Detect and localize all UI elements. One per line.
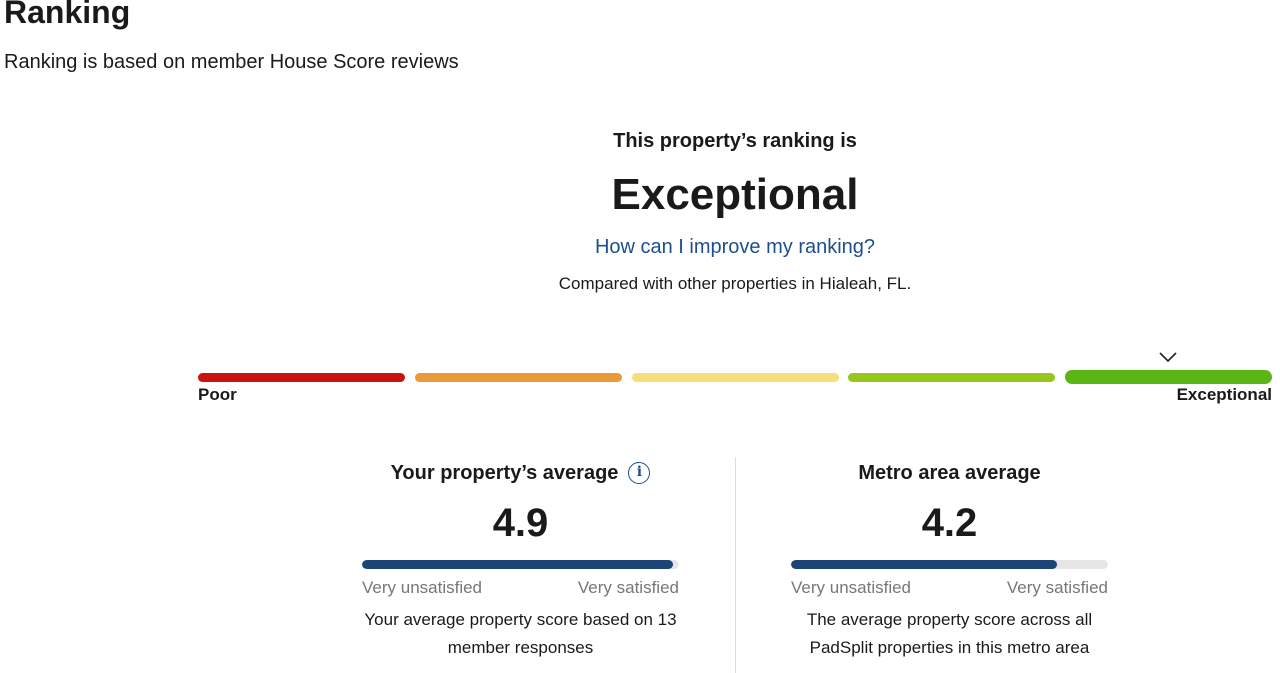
property-average-title: Your property’s average (390, 462, 619, 484)
property-score-bar (362, 560, 679, 569)
scale-max-label: Exceptional (1176, 385, 1272, 404)
scale-min-label: Poor (198, 385, 237, 404)
metro-average-value: 4.2 (921, 501, 978, 545)
high-label: Very satisfied (577, 578, 679, 597)
scale-segment-2 (415, 373, 622, 382)
scale-segment-exceptional (1065, 370, 1272, 384)
info-icon[interactable]: i (628, 462, 651, 484)
ranking-heading: This property’s ranking is (613, 130, 857, 152)
metro-score-fill (791, 560, 1058, 569)
comparison-note: Compared with other properties in Hialea… (558, 274, 912, 293)
scale-segment-poor (198, 373, 405, 382)
high-label: Very satisfied (1006, 578, 1108, 597)
low-label: Very unsatisfied (362, 578, 483, 597)
page-subtitle: Ranking is based on member House Score r… (4, 51, 459, 73)
property-score-fill (362, 560, 673, 569)
metro-average-title: Metro area average (858, 462, 1041, 484)
property-average-card: Your property’s average i 4.9 Very unsati… (362, 0, 679, 662)
scale-segment-4 (848, 373, 1055, 382)
metro-score-bar (791, 560, 1108, 569)
scale-segment-3 (632, 373, 839, 382)
chevron-down-icon (1159, 352, 1177, 363)
property-average-value: 4.9 (492, 501, 549, 545)
page-title: Ranking (4, 0, 131, 30)
divider (735, 457, 736, 673)
property-average-description: Your average property score based on 13 … (364, 610, 677, 657)
low-label: Very unsatisfied (791, 578, 912, 597)
ranking-value: Exceptional (611, 170, 859, 219)
metro-average-description: The average property score across all Pa… (806, 610, 1093, 657)
improve-ranking-link[interactable]: How can I improve my ranking? (594, 236, 876, 258)
metro-average-card: Metro area average 4.2 Very unsatisfied V… (791, 0, 1108, 662)
